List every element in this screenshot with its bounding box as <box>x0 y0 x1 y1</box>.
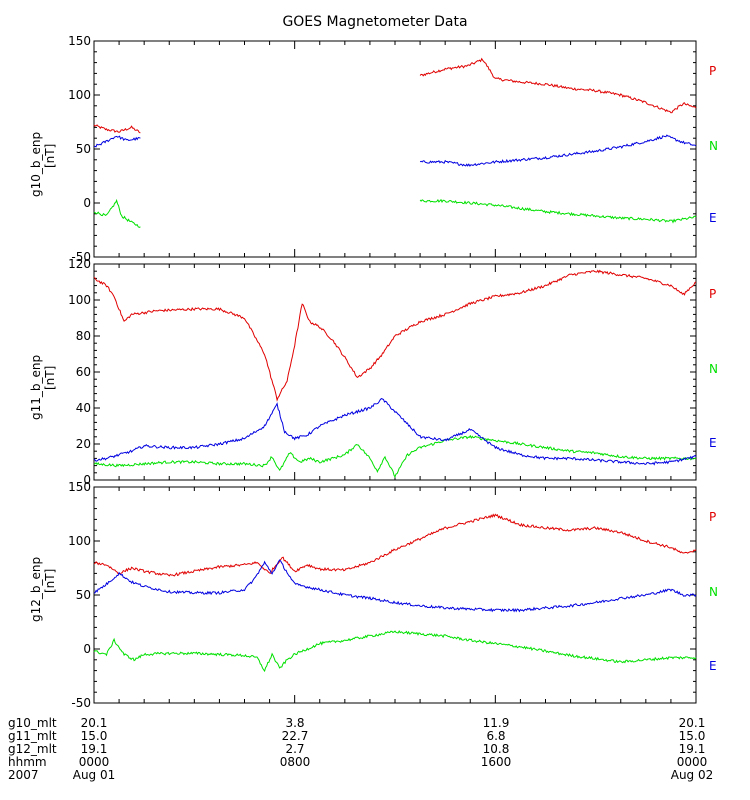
panel3-label-P: P <box>709 510 717 524</box>
panel1-series-N-seg0 <box>93 198 141 228</box>
panel1-ytick-label: 150 <box>68 34 91 48</box>
panel2-ylabel: g11_b_enp <box>29 354 43 420</box>
col3-g10: 20.1 <box>678 716 706 730</box>
col0-g12: 19.1 <box>80 742 108 756</box>
col2-g12: 10.8 <box>482 742 510 756</box>
panel1-ytick-label: 0 <box>83 196 91 210</box>
panel3-label-N: N <box>709 585 718 599</box>
col2-g10: 11.9 <box>482 716 510 730</box>
col3-date: Aug 02 <box>670 768 714 782</box>
col2-g11: 6.8 <box>486 729 506 743</box>
panel3-frame <box>93 486 697 704</box>
row-label-g11-mlt: g11_mlt <box>8 729 57 743</box>
panel2-ytick-label: 60 <box>76 365 91 379</box>
panel1-ytick-label: 100 <box>68 88 91 102</box>
col0-g10: 20.1 <box>80 716 108 730</box>
col1-g11: 22.7 <box>281 729 309 743</box>
panel2-series-P-seg0 <box>93 269 697 402</box>
col3-hhmm: 0000 <box>676 755 708 769</box>
panel2-label-P: P <box>709 287 717 301</box>
panel1-series-E-seg1 <box>419 134 697 167</box>
panel3-ytick-label: 50 <box>76 588 91 602</box>
panel1-ytick-label: 50 <box>76 142 91 156</box>
col3-g11: 15.0 <box>678 729 706 743</box>
panel2-ytick-label: 0 <box>83 473 91 487</box>
panel2-ytick-label: 20 <box>76 437 91 451</box>
col3-g12: 19.1 <box>678 742 706 756</box>
panel1-ylabel: g10_b_enp <box>29 131 43 197</box>
col2-hhmm: 1600 <box>480 755 512 769</box>
col1-g10: 3.8 <box>285 716 305 730</box>
panel3-unit: [nT] <box>43 568 57 593</box>
panel1-label-P: P <box>709 64 717 78</box>
panel1-series-E-seg0 <box>93 135 141 148</box>
panel2-series-N-seg0 <box>93 434 696 479</box>
panel3-series-P-seg0 <box>93 513 697 577</box>
row-label-hhmm: hhmm <box>8 755 47 769</box>
panel2-label-E: E <box>709 436 717 450</box>
panel2-label-N: N <box>709 362 718 376</box>
col0-hhmm: 0000 <box>78 755 110 769</box>
panel3-series-N-seg0 <box>93 630 697 673</box>
row-label-g12-mlt: g12_mlt <box>8 742 57 756</box>
panel1-label-E: E <box>709 211 717 225</box>
panel2-ytick-label: 120 <box>68 257 91 271</box>
panel3-ytick-label: -50 <box>71 696 91 710</box>
panel3-ytick-label: 100 <box>68 534 91 548</box>
panel3-ytick-label: 150 <box>68 480 91 494</box>
row-label-g10-mlt: g10_mlt <box>8 716 57 730</box>
panel3-ytick-label: 0 <box>83 642 91 656</box>
panel3-label-E: E <box>709 659 717 673</box>
panel3-ylabel: g12_b_enp <box>29 556 43 622</box>
panel2-unit: [nT] <box>43 365 57 390</box>
panel1-series-N-seg1 <box>419 198 697 224</box>
chart-title: GOES Magnetometer Data <box>282 14 468 30</box>
col1-hhmm: 0800 <box>279 755 311 769</box>
panel1-label-N: N <box>709 139 718 153</box>
col1-g12: 2.7 <box>285 742 305 756</box>
col0-g11: 15.0 <box>80 729 108 743</box>
panel2-ytick-label: 40 <box>76 401 91 415</box>
col0-date: Aug 01 <box>72 768 116 782</box>
panel2-ytick-label: 100 <box>68 293 91 307</box>
panel1-ytick-label: -50 <box>71 250 91 264</box>
row-label-year: 2007 <box>8 768 39 782</box>
panel1-series-P-seg0 <box>93 124 141 134</box>
panel2-ytick-label: 80 <box>76 329 91 343</box>
panel1-series-P-seg1 <box>419 57 697 114</box>
panel1-unit: [nT] <box>43 143 57 168</box>
panel2-series-E-seg0 <box>93 398 697 466</box>
panel3-series-E-seg0 <box>93 559 697 613</box>
